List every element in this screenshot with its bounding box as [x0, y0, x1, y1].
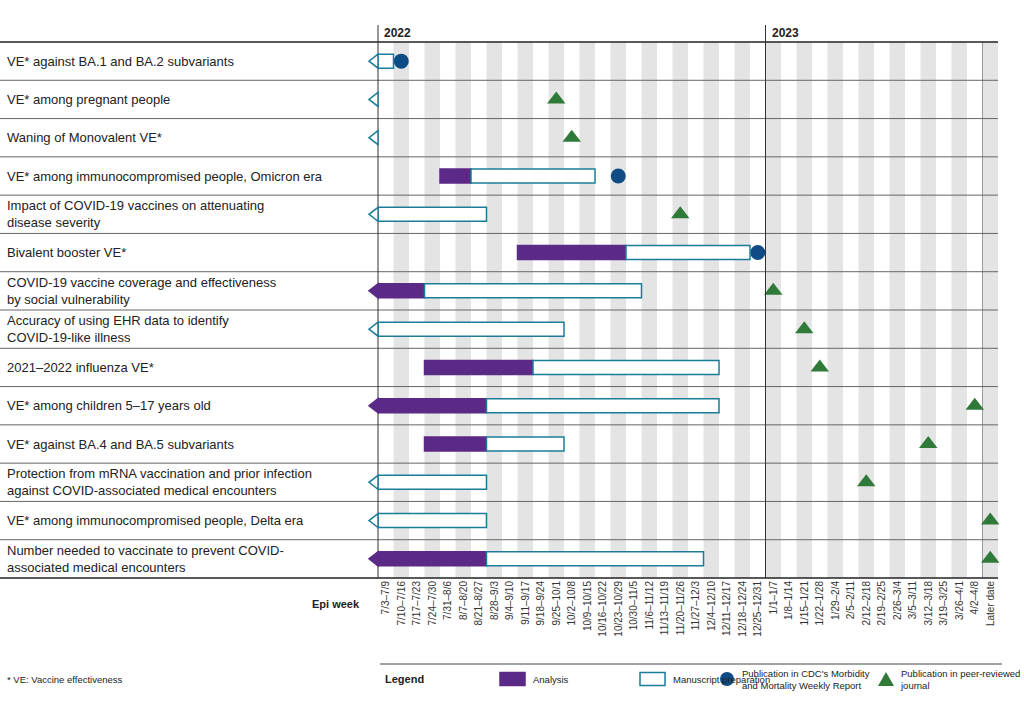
svg-text:7/31–8/6: 7/31–8/6: [442, 581, 453, 620]
svg-text:7/24–7/30: 7/24–7/30: [427, 581, 438, 626]
svg-text:1/8–1/14: 1/8–1/14: [783, 581, 794, 620]
svg-text:VE* against BA.1 and BA.2 subv: VE* against BA.1 and BA.2 subvariants: [7, 54, 234, 69]
svg-text:VE* among immunocompromised pe: VE* among immunocompromised people, Delt…: [7, 513, 304, 528]
svg-text:Waning of Monovalent VE*: Waning of Monovalent VE*: [7, 130, 162, 145]
svg-text:VE* among immunocompromised pe: VE* among immunocompromised people, Omic…: [7, 169, 323, 184]
svg-text:3/26–4/1: 3/26–4/1: [954, 581, 965, 620]
svg-text:8/7–8/20: 8/7–8/20: [458, 581, 469, 620]
svg-text:10/23–10/29: 10/23–10/29: [613, 581, 624, 637]
svg-text:Publication in peer-reviewedjo: Publication in peer-reviewedjournal: [900, 668, 1020, 691]
svg-text:7/17–7/23: 7/17–7/23: [411, 581, 422, 626]
svg-text:Accuracy of using EHR data to: Accuracy of using EHR data to identifyCO…: [7, 313, 229, 345]
svg-text:2/5–2/11: 2/5–2/11: [845, 581, 856, 620]
svg-text:9/18–9/24: 9/18–9/24: [535, 581, 546, 626]
svg-text:Impact of COVID-19 vaccines on: Impact of COVID-19 vaccines on attenuati…: [7, 198, 264, 230]
svg-text:12/11–12/17: 12/11–12/17: [721, 581, 732, 636]
svg-text:12/4–12/10: 12/4–12/10: [706, 581, 717, 631]
svg-text:8/28–9/3: 8/28–9/3: [489, 581, 500, 620]
svg-text:Legend: Legend: [385, 673, 424, 685]
svg-text:4/2–4/8: 4/2–4/8: [969, 581, 980, 615]
svg-text:Analysis: Analysis: [533, 674, 569, 685]
svg-text:9/25–10/1: 9/25–10/1: [551, 581, 562, 626]
svg-text:7/3–7/9: 7/3–7/9: [380, 581, 391, 615]
svg-text:Number needed to vaccinate to: Number needed to vaccinate to prevent CO…: [7, 543, 284, 575]
svg-text:12/18–12/24: 12/18–12/24: [737, 581, 748, 637]
svg-text:7/10–7/16: 7/10–7/16: [396, 581, 407, 626]
svg-text:10/30–11/5: 10/30–11/5: [628, 581, 639, 631]
svg-text:Epi week: Epi week: [312, 598, 360, 610]
svg-text:3/19–3/25: 3/19–3/25: [938, 581, 949, 626]
svg-text:11/13–11/19: 11/13–11/19: [659, 581, 670, 636]
svg-text:8/21–8/27: 8/21–8/27: [473, 581, 484, 626]
svg-text:3/5–3/11: 3/5–3/11: [907, 581, 918, 620]
svg-text:2/26–3/4: 2/26–3/4: [892, 581, 903, 620]
svg-text:11/20–11/26: 11/20–11/26: [675, 581, 686, 636]
svg-text:10/2–10/8: 10/2–10/8: [566, 581, 577, 626]
svg-text:Later date: Later date: [985, 581, 996, 626]
svg-text:1/15–1/21: 1/15–1/21: [799, 581, 810, 626]
svg-text:2022: 2022: [384, 26, 411, 40]
svg-text:2023: 2023: [772, 26, 799, 40]
svg-text:VE* against BA.4 and BA.5 subv: VE* against BA.4 and BA.5 subvariants: [7, 437, 234, 452]
svg-text:1/29–2/4: 1/29–2/4: [830, 581, 841, 620]
svg-text:* VE: Vaccine effectiveness: * VE: Vaccine effectiveness: [7, 674, 123, 685]
svg-text:VE* among children 5–17 years: VE* among children 5–17 years old: [7, 398, 211, 413]
svg-text:11/27–12/3: 11/27–12/3: [690, 581, 701, 631]
svg-text:VE* among pregnant people: VE* among pregnant people: [7, 92, 170, 107]
svg-text:1/22–1/28: 1/22–1/28: [814, 581, 825, 626]
svg-text:2/12–2/18: 2/12–2/18: [861, 581, 872, 626]
svg-text:12/25–12/31: 12/25–12/31: [752, 581, 763, 637]
svg-text:Manuscript preparation: Manuscript preparation: [673, 674, 770, 685]
svg-text:Publication in CDC's Morbidity: Publication in CDC's Morbidityand Mortal…: [742, 668, 870, 691]
svg-text:9/11–9/17: 9/11–9/17: [520, 581, 531, 625]
svg-text:2/19–2/25: 2/19–2/25: [876, 581, 887, 626]
svg-text:Protection from mRNA vaccinati: Protection from mRNA vaccination and pri…: [7, 466, 312, 498]
svg-text:3/12–3/18: 3/12–3/18: [923, 581, 934, 626]
svg-text:COVID-19 vaccine coverage and: COVID-19 vaccine coverage and effectiven…: [7, 275, 277, 307]
svg-text:2021–2022 influenza VE*: 2021–2022 influenza VE*: [7, 360, 154, 375]
svg-text:11/6–11/12: 11/6–11/12: [644, 581, 655, 630]
svg-text:Bivalent booster VE*: Bivalent booster VE*: [7, 245, 126, 260]
svg-text:1/1–1/7: 1/1–1/7: [768, 581, 779, 615]
svg-text:9/4–9/10: 9/4–9/10: [504, 581, 515, 620]
svg-text:10/9–10/15: 10/9–10/15: [582, 581, 593, 631]
svg-text:10/16–10/22: 10/16–10/22: [597, 581, 608, 637]
